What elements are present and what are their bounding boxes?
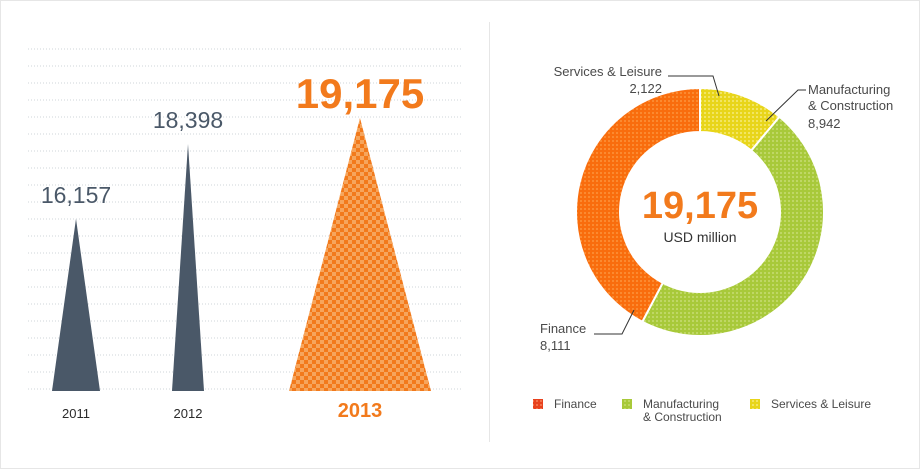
bar-value-label: 19,175 <box>296 70 424 117</box>
segment-name-label: & Construction <box>808 98 893 113</box>
legend: Finance Manufacturing& Construction Servic… <box>533 397 871 424</box>
donut-slice-1 <box>640 115 825 337</box>
x-tick-label: 2012 <box>174 406 203 421</box>
legend-swatch <box>622 399 632 409</box>
bar-2013 <box>289 118 431 391</box>
donut-total-value: 19,175 <box>642 185 758 227</box>
x-tick-label: 2011 <box>62 406 90 421</box>
callout-line <box>594 309 635 335</box>
legend-swatch <box>533 399 543 409</box>
callout-line <box>765 89 806 122</box>
segment-name-label: Manufacturing <box>808 82 890 97</box>
segment-value-label: 8,942 <box>808 116 841 131</box>
segment-value-label: 8,111 <box>540 338 571 353</box>
legend-label: Finance <box>554 397 597 411</box>
segment-name-label: Services & Leisure <box>554 64 662 79</box>
callout-line <box>668 75 720 97</box>
legend-label: & Construction <box>643 410 722 424</box>
donut-slice-0 <box>575 86 701 324</box>
bar-series: 16,157 2011 18,398 2012 19,175 2013 <box>41 70 431 422</box>
bar-value-label: 16,157 <box>41 182 111 208</box>
bar-2012 <box>172 143 204 391</box>
segment-value-label: 2,122 <box>629 81 662 96</box>
legend-swatch <box>750 399 760 409</box>
legend-label: Services & Leisure <box>771 397 871 411</box>
segment-name-label: Finance <box>540 321 586 336</box>
legend-label: Manufacturing <box>643 397 719 411</box>
bar-value-label: 18,398 <box>153 107 223 133</box>
panel-divider <box>489 22 490 442</box>
donut-chart: 19,175 USD million Services & Leisure 2,122… <box>540 64 893 353</box>
bar-2011 <box>52 218 100 391</box>
gridlines <box>28 48 462 390</box>
donut-total-unit: USD million <box>663 229 736 245</box>
x-tick-label: 2013 <box>338 400 383 422</box>
